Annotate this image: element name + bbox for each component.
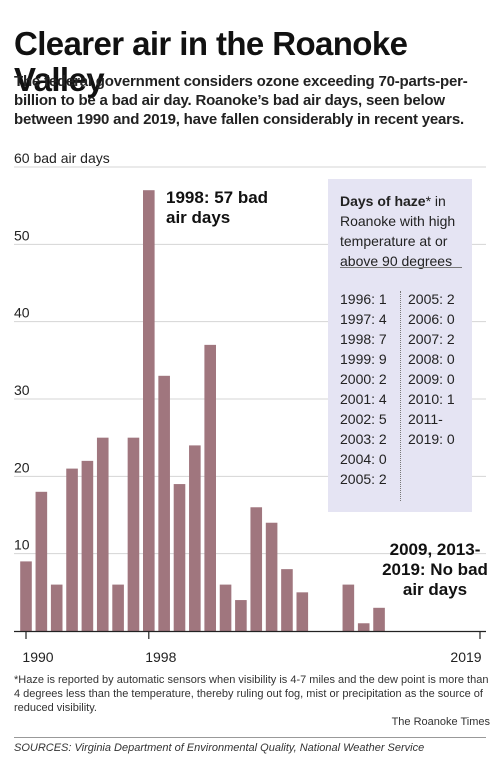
bar-2007 [281, 569, 293, 631]
bar-2008 [296, 592, 309, 631]
bar-2006 [265, 522, 278, 631]
bar-2001 [189, 445, 201, 631]
haze-panel-rule [340, 267, 462, 268]
credit: The Roanoke Times [391, 716, 490, 728]
haze-panel: Days of haze* in Roanoke with high tempe… [328, 179, 472, 512]
haze-right-item: 2011- [408, 411, 443, 427]
bar-2002 [204, 344, 216, 631]
bar-2004 [235, 600, 247, 631]
bar-1994 [81, 460, 94, 631]
x-tick-label-2019: 2019 [450, 649, 481, 665]
haze-left-item: 2001: 4 [340, 391, 387, 407]
bar-1990 [20, 561, 32, 631]
haze-right-item: 2006: 0 [408, 311, 455, 327]
haze-left-item: 1996: 1 [340, 291, 387, 307]
haze-left-column: 1996: 1 1997: 4 1998: 7 1999: 9 2000: 2 2001:… [340, 289, 387, 489]
y-axis-label: 60 bad air days [14, 150, 110, 166]
y-tick-label-40: 40 [14, 305, 30, 321]
x-tick-label-1990: 1990 [22, 649, 53, 665]
bar-1993 [66, 468, 78, 631]
bar-2012 [357, 623, 370, 631]
haze-right-item: 2007: 2 [408, 331, 455, 347]
haze-left-item: 2000: 2 [340, 371, 387, 387]
bar-2003 [219, 584, 232, 631]
chart-subtitle: The federal government considers ozone e… [14, 73, 468, 128]
haze-column-divider [400, 291, 401, 501]
peak-annotation: 1998: 57 bad air days [166, 188, 269, 227]
haze-panel-heading: Days of haze* in Roanoke with high tempe… [340, 191, 466, 271]
end-annotation: 2009, 2013-2019: No bad air days [382, 540, 488, 599]
haze-right-item: 2019: 0 [408, 431, 455, 447]
sources: SOURCES: Virginia Department of Environm… [14, 742, 425, 754]
bar-2013 [373, 607, 385, 631]
bar-1992 [50, 584, 63, 631]
haze-heading-rest: * in Roanoke with high temperature at or… [340, 193, 456, 269]
y-tick-label-30: 30 [14, 382, 30, 398]
bar-2005 [250, 507, 263, 631]
haze-right-item: 2005: 2 [408, 291, 455, 307]
haze-right-item: 2008: 0 [408, 351, 455, 367]
chart-title: Clearer air in the Roanoke Valley [14, 25, 408, 98]
bar-2000 [173, 484, 186, 631]
x-tick-label-1998: 1998 [145, 649, 176, 665]
bar-1999 [158, 375, 170, 631]
bar-1995 [96, 437, 109, 631]
footnote: *Haze is reported by automatic sensors w… [14, 674, 489, 714]
haze-left-item: 1997: 4 [340, 311, 387, 327]
bar-1991 [35, 491, 48, 631]
y-tick-label-20: 20 [14, 459, 30, 475]
sources-rule [14, 737, 486, 738]
haze-left-item: 2003: 2 [340, 431, 387, 447]
haze-left-item: 2005: 2 [340, 471, 387, 487]
bar-1998 [143, 190, 155, 631]
bar-2011 [342, 584, 355, 631]
haze-left-item: 1998: 7 [340, 331, 387, 347]
bar-1996 [112, 584, 124, 631]
haze-right-column: 2005: 2 2006: 0 2007: 2 2008: 0 2009: 0 2010:… [408, 289, 455, 449]
haze-left-item: 1999: 9 [340, 351, 387, 367]
bar-1997 [127, 437, 140, 631]
haze-left-item: 2002: 5 [340, 411, 387, 427]
bar-chart: 10 20 30 40 50 1990 1998 2019 [14, 166, 486, 665]
haze-right-item: 2009: 0 [408, 371, 455, 387]
haze-left-item: 2004: 0 [340, 451, 387, 467]
haze-heading-bold: Days of haze [340, 193, 426, 209]
y-tick-label-10: 10 [14, 537, 30, 553]
haze-right-item: 2010: 1 [408, 391, 455, 407]
y-tick-label-50: 50 [14, 227, 30, 243]
